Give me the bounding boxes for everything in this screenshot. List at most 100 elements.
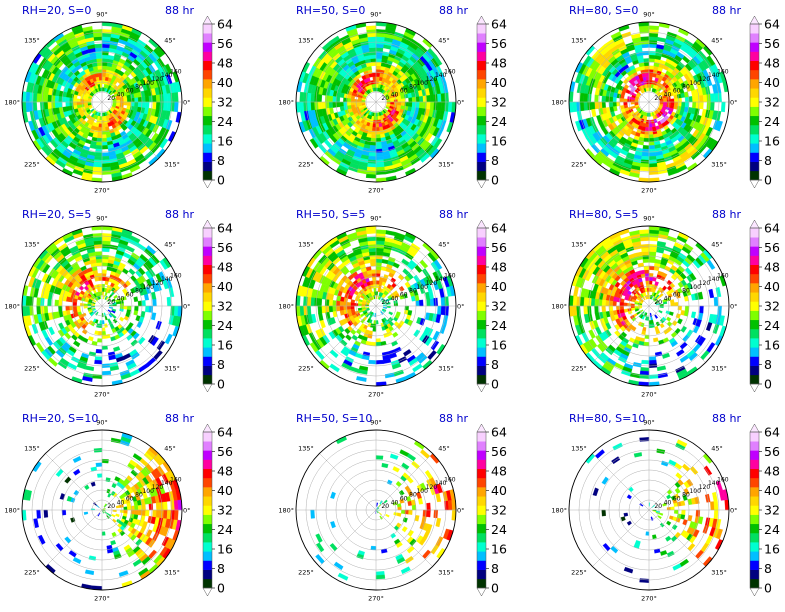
colorbar-tick-label: 64 (491, 221, 507, 236)
angular-gridline (375, 509, 433, 567)
colorbar-tick-label: 8 (764, 153, 772, 168)
field-cell (379, 276, 384, 282)
field-cell (58, 96, 63, 103)
field-cell (373, 112, 377, 117)
panel-time: 88 hr (712, 208, 741, 221)
field-cell (375, 50, 383, 56)
field-cell (101, 155, 110, 161)
precip-field (22, 22, 182, 182)
angle-tick-label: 180° (551, 99, 567, 107)
field-cell (101, 65, 107, 70)
field-cell (597, 101, 603, 109)
field-cell (101, 334, 107, 339)
field-cell (58, 305, 63, 312)
field-cell (357, 369, 368, 375)
field-cell (375, 262, 382, 267)
field-cell (717, 92, 722, 103)
field-cell (134, 305, 139, 311)
field-cell (129, 459, 138, 467)
angular-gridline (648, 249, 706, 307)
angular-gridline (375, 101, 433, 159)
field-cell (150, 336, 159, 347)
colorbar-segment (203, 152, 212, 162)
field-cell (333, 561, 344, 571)
field-cell (379, 515, 383, 520)
angular-gridline (101, 305, 159, 363)
radial-tick-label: 140 (161, 72, 173, 79)
colorbar-tick-label: 24 (491, 114, 507, 129)
plot-border (295, 21, 457, 183)
colorbar-segment (750, 60, 759, 71)
field-cell (670, 340, 678, 348)
colorbar-tick-label: 16 (217, 134, 233, 149)
field-cell (699, 305, 704, 314)
colorbar-segment (477, 79, 486, 89)
field-cell (370, 141, 377, 146)
angular-gridline (45, 305, 103, 363)
field-cell (641, 330, 646, 336)
field-cell (101, 43, 110, 49)
colorbar-tick-label: 56 (764, 36, 780, 51)
colorbar-segment (477, 170, 486, 181)
field-cell (98, 72, 103, 77)
radial-tick-label: 60 (673, 88, 681, 95)
field-cell (101, 509, 106, 512)
field-cell (83, 99, 88, 103)
field-cell (58, 101, 63, 108)
colorbar-segment (203, 134, 212, 144)
colorbar-segment (203, 450, 212, 460)
field-cell (641, 315, 646, 320)
angle-tick-label: 315° (164, 161, 180, 169)
field-cell (648, 83, 652, 88)
plot-border (21, 225, 183, 387)
field-cell (655, 300, 660, 304)
field-cell (648, 280, 653, 285)
field-cell (648, 152, 657, 157)
plot-border (21, 21, 183, 183)
colorbar-segment (203, 42, 212, 52)
field-cell (368, 43, 377, 49)
colorbar-segment (477, 237, 486, 247)
field-cell (166, 296, 172, 307)
field-cell (699, 94, 704, 103)
field-cell (601, 95, 606, 103)
field-cell (375, 127, 380, 132)
field-cell (386, 479, 393, 486)
field-cell (642, 254, 650, 260)
colorbar-segment (203, 273, 212, 284)
field-cell (375, 258, 383, 263)
field-cell (677, 101, 682, 107)
angle-tick-label: 315° (164, 365, 180, 373)
field-cell (356, 376, 367, 382)
colorbar-segment (203, 505, 212, 515)
field-cell (97, 134, 103, 139)
field-cell (101, 69, 107, 74)
field-cell (375, 72, 380, 77)
field-cell (695, 95, 701, 103)
field-cell (674, 302, 679, 307)
radial-tick-label: 160 (170, 272, 182, 279)
field-cell (404, 101, 409, 107)
field-cell (388, 311, 394, 316)
colorbar-tick-label: 32 (491, 95, 507, 110)
field-cell (72, 302, 77, 307)
field-cell (388, 325, 394, 332)
field-cell (335, 96, 341, 103)
plot-border (295, 225, 457, 387)
colorbar-segment (203, 283, 212, 293)
field-cell (375, 273, 381, 278)
colorbar-tick-label: 24 (217, 522, 233, 537)
field-cell (335, 305, 341, 312)
colorbar-tick-label: 8 (491, 357, 499, 372)
field-cell (310, 509, 315, 519)
colorbar-segment (477, 301, 486, 311)
colorbar-segment (203, 523, 212, 534)
radial-tick-label: 160 (717, 68, 729, 75)
field-cell (375, 65, 381, 70)
field-cell (385, 513, 390, 518)
field-cell (619, 305, 624, 310)
field-cell (110, 540, 117, 546)
field-cell (114, 553, 122, 560)
colorbar-segment (203, 487, 212, 497)
field-cell (641, 251, 650, 256)
